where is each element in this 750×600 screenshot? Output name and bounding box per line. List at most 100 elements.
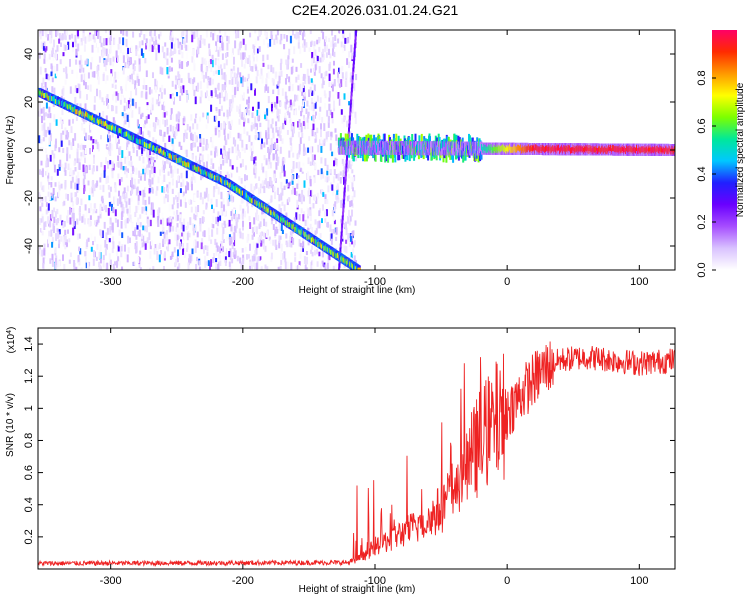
heatmap-noise-cell: [45, 181, 48, 189]
heatmap-noise-cell: [39, 146, 42, 152]
heatmap-noise-cell: [163, 105, 166, 112]
heatmap-noise-cell: [142, 225, 145, 231]
heatmap-noise-cell: [206, 245, 209, 251]
heatmap-noise-cell: [247, 254, 250, 259]
heatmap-noise-cell: [147, 43, 150, 50]
heatmap-noise-cell: [190, 179, 193, 187]
heatmap-noise-cell: [47, 172, 50, 179]
heatmap-noise-cell: [254, 122, 257, 130]
heatmap-noise-cell: [265, 160, 268, 165]
heatmap-noise-cell: [194, 176, 197, 183]
heatmap-noise-cell: [156, 186, 159, 191]
heatmap-noise-cell: [346, 37, 349, 44]
heatmap-noise-cell: [232, 137, 235, 145]
heatmap-noise-cell: [348, 209, 350, 218]
heatmap-noise-cell: [56, 218, 59, 224]
heatmap-noise-cell: [278, 224, 281, 231]
heatmap-noise-cell: [348, 238, 351, 243]
heatmap-noise-cell: [228, 80, 231, 85]
heatmap-noise-cell: [296, 94, 299, 102]
heatmap-noise-cell: [209, 166, 212, 174]
heatmap-carrier-cell: [418, 135, 421, 144]
heatmap-noise-cell: [106, 149, 109, 158]
heatmap-noise-cell: [130, 45, 133, 53]
heatmap-noise-cell: [77, 178, 80, 186]
heatmap-noise-cell: [205, 72, 208, 79]
heatmap-noise-cell: [300, 126, 303, 133]
heatmap-noise-cell: [127, 62, 130, 69]
heatmap-noise-cell: [309, 30, 312, 35]
heatmap-noise-cell: [54, 196, 57, 202]
heatmap-noise-cell: [96, 180, 99, 187]
heatmap-noise-cell: [107, 185, 110, 190]
heatmap-noise-cell: [247, 141, 250, 149]
heatmap-noise-cell: [351, 255, 354, 262]
heatmap-noise-cell: [90, 233, 93, 241]
heatmap-noise-cell: [56, 233, 59, 240]
heatmap-noise-cell: [112, 117, 115, 124]
heatmap-noise-cell: [331, 209, 334, 217]
heatmap-noise-cell: [93, 96, 96, 103]
heatmap-noise-cell: [120, 155, 123, 164]
heatmap-noise-cell: [258, 108, 261, 116]
heatmap-noise-cell: [320, 173, 323, 180]
heatmap-noise-cell: [83, 184, 86, 192]
heatmap-noise-cell: [205, 143, 208, 151]
heatmap-noise-cell: [354, 117, 357, 124]
heatmap-noise-cell: [117, 155, 120, 161]
heatmap-noise-cell: [323, 71, 326, 79]
heatmap-noise-cell: [242, 38, 245, 45]
heatmap-noise-cell: [237, 30, 240, 39]
heatmap-noise-cell: [192, 141, 195, 148]
heatmap-noise-cell: [111, 248, 114, 253]
heatmap-noise-cell: [259, 256, 262, 261]
heatmap-noise-cell: [126, 114, 129, 122]
heatmap-noise-cell: [59, 59, 62, 65]
heatmap-noise-cell: [215, 242, 218, 248]
heatmap-noise-cell: [348, 101, 351, 106]
heatmap-noise-cell: [95, 222, 98, 227]
heatmap-noise-cell: [160, 129, 162, 137]
heatmap-noise-cell: [216, 221, 219, 227]
heatmap-noise-cell: [170, 165, 173, 174]
heatmap-noise-cell: [144, 225, 147, 232]
heatmap-noise-cell: [152, 72, 154, 79]
heatmap-noise-cell: [130, 173, 133, 180]
heatmap-noise-cell: [257, 237, 260, 244]
heatmap-noise-cell: [291, 189, 294, 195]
heatmap-noise-cell: [167, 156, 170, 165]
heatmap-noise-cell: [67, 194, 69, 201]
heatmap-noise-cell: [351, 182, 354, 189]
heatmap-noise-cell: [215, 199, 218, 208]
heatmap-noise-cell: [266, 229, 269, 236]
heatmap-noise-cell: [118, 165, 121, 171]
heatmap-noise-cell: [212, 163, 215, 169]
heatmap-streak-cell: [342, 199, 345, 205]
heatmap-noise-cell: [148, 135, 150, 141]
heatmap-noise-cell: [217, 211, 220, 216]
heatmap-noise-cell: [175, 195, 177, 200]
heatmap-noise-cell: [81, 216, 84, 223]
heatmap-noise-cell: [272, 153, 275, 161]
heatmap-noise-cell: [340, 218, 342, 225]
heatmap-noise-cell: [106, 98, 108, 106]
heatmap-noise-cell: [171, 142, 174, 147]
heatmap-noise-cell: [271, 143, 274, 151]
heatmap-noise-cell: [91, 44, 94, 53]
heatmap-noise-cell: [329, 143, 332, 151]
heatmap-noise-cell: [189, 255, 192, 264]
heatmap-noise-cell: [337, 92, 340, 99]
heatmap-noise-cell: [176, 214, 179, 221]
heatmap-noise-cell: [304, 189, 307, 197]
heatmap-noise-cell: [287, 56, 290, 65]
heatmap-noise-cell: [233, 251, 236, 260]
heatmap-noise-cell: [55, 233, 58, 242]
heatmap-noise-cell: [122, 207, 125, 214]
heatmap-noise-cell: [227, 36, 230, 44]
heatmap-noise-cell: [56, 228, 59, 233]
heatmap-noise-cell: [172, 225, 175, 232]
heatmap-noise-cell: [268, 151, 271, 160]
heatmap-noise-cell: [278, 194, 281, 202]
heatmap-noise-cell: [308, 105, 311, 111]
heatmap-noise-cell: [351, 169, 354, 174]
